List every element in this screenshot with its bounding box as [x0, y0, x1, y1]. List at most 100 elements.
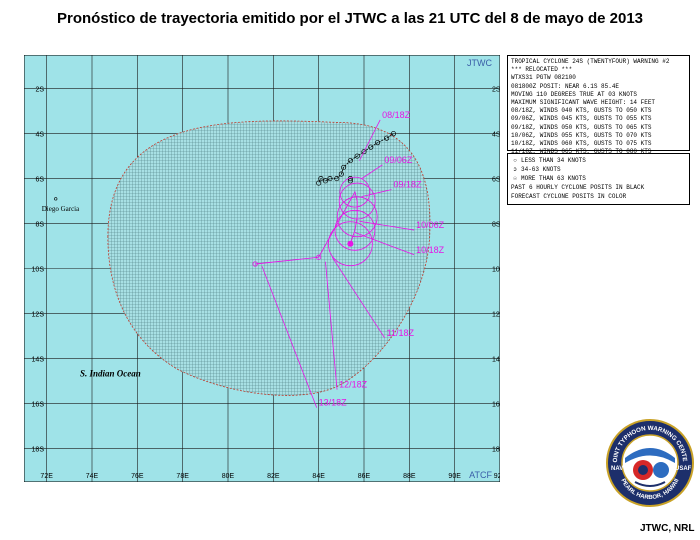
lat-label-left: 6S: [35, 177, 44, 184]
warning-line: MOVING 110 DEGREES TRUE AT 03 KNOTS: [511, 90, 638, 98]
legend-forecast-note: FORECAST CYCLONE POSITS IN COLOR: [511, 193, 627, 200]
warning-line: 09/18Z, WINDS 050 KTS, GUSTS TO 065 KTS: [511, 123, 652, 131]
forecast-time-label: 10/18Z: [416, 245, 445, 255]
past-position-marker: [384, 135, 390, 141]
lon-label: 88E: [403, 473, 416, 480]
seal-ring-left: NAVY: [611, 466, 627, 472]
lon-label: 72E: [40, 473, 53, 480]
current-position-marker: [347, 240, 354, 247]
forecast-leader-line: [359, 220, 415, 231]
seal-ring-right: USAF: [675, 466, 692, 472]
past-track-line: [318, 133, 394, 184]
lon-label: 86E: [358, 473, 371, 480]
lat-label-right: 8S: [492, 222, 500, 229]
lon-label: 74E: [86, 473, 99, 480]
warning-line: 10/18Z, WINDS 060 KTS, GUSTS TO 075 KTS: [511, 140, 652, 148]
lat-label-right: 4S: [492, 132, 500, 139]
legend-past-note: PAST 6 HOURLY CYCLONE POSITS IN BLACK: [511, 184, 645, 191]
map-title: Pronóstico de trayectoria emitido por el…: [56, 10, 644, 27]
forecast-leader-line: [359, 119, 381, 161]
past-position-marker: [338, 171, 344, 177]
warning-line: 10/06Z, WINDS 055 KTS, GUSTS TO 070 KTS: [511, 131, 652, 139]
danger-swath: [107, 120, 431, 396]
past-position-marker: [354, 153, 360, 159]
past-position-marker: [347, 158, 353, 164]
past-position-marker: [327, 176, 333, 182]
forecast-time-label: 12/18Z: [339, 380, 368, 390]
typhoon-icon: ☉: [513, 175, 517, 182]
corner-label-bottom: ATCF: [469, 470, 492, 480]
wind-radius-ring: [338, 182, 376, 220]
past-position-marker: [341, 164, 347, 170]
lat-label-left: 2S: [35, 87, 44, 94]
forecast-leader-line: [331, 257, 386, 339]
forecast-time-label: 09/06Z: [384, 155, 413, 165]
past-position-marker: [334, 176, 340, 182]
danger-area-shape: [107, 120, 431, 396]
forecast-time-label: 10/06Z: [416, 220, 445, 230]
forecast-track: 08/18Z 09/06Z 09/18Z 10/06Z 10/18Z 11/18Z 12/1…: [252, 110, 445, 408]
lon-label: 78E: [176, 473, 189, 480]
past-position-marker: [347, 178, 353, 184]
forecast-leader-line: [325, 261, 338, 390]
credit-text: JTWC, NRL: [640, 523, 695, 534]
jtwc-seal-logo: JOINT TYPHOON WARNING CENTER PEARL HARBO…: [605, 418, 694, 507]
warning-line: 11/18Z, WINDS 065 KTS, GUSTS TO 080 KTS: [511, 148, 652, 156]
lon-label: 92E: [494, 473, 500, 480]
past-position-marker: [361, 149, 367, 155]
warning-line: MAXIMUM SIGNIFICANT WAVE HEIGHT: 14 FEET: [511, 99, 656, 107]
legend-more-than: MORE THAN 63 KNOTS: [521, 175, 586, 182]
wind-radius-ring: [339, 176, 371, 208]
lat-label-right: 6S: [492, 177, 500, 184]
corner-label-top: JTWC: [467, 58, 492, 68]
lat-label-right: 14S: [492, 356, 500, 363]
forecast-track-line: [255, 190, 358, 265]
lat-label-left: 12S: [32, 311, 45, 318]
warning-line: TROPICAL CYCLONE 24S (TWENTYFOUR) WARNIN…: [511, 58, 670, 65]
past-position-marker: [316, 180, 322, 186]
lat-label-left: 16S: [32, 401, 45, 408]
lat-label-left: 14S: [32, 356, 45, 363]
place-label-ocean: S. Indian Ocean: [80, 368, 141, 378]
lat-label-left: 10S: [32, 267, 45, 274]
lat-label-right: 16S: [492, 401, 500, 408]
lat-label-left: 18S: [32, 446, 45, 453]
grid-labels: 2S 2S 4S 4S 6S 6S 8S 8S 10S 10S 12S 12S 14S 14S 16S 16S…: [32, 87, 500, 480]
legend-mid: 34-63 KNOTS: [521, 166, 561, 173]
lat-label-right: 2S: [492, 87, 500, 94]
forecast-leader-line: [261, 266, 318, 408]
forecast-leader-line: [361, 189, 392, 197]
past-position-marker: [318, 176, 324, 182]
legend-box: ○ LESS THAN 34 KNOTS ↄ 34-63 KNOTS ☉ MORE T…: [507, 153, 690, 205]
forecast-time-label: 09/18Z: [393, 180, 422, 190]
forecast-time-label: 11/18Z: [387, 328, 415, 338]
lat-label-right: 12S: [492, 311, 500, 318]
wind-radius-ring: [334, 209, 376, 251]
forecast-leader-line: [354, 232, 415, 256]
forecast-position-marker: [316, 254, 322, 260]
cyclone-track-map: 2S 2S 4S 4S 6S 6S 8S 8S 10S 10S 12S 12S 14S 14S 16S 16S…: [24, 55, 500, 482]
forecast-leader-line: [361, 164, 383, 179]
lon-label: 82E: [267, 473, 280, 480]
lat-label-left: 8S: [35, 222, 44, 229]
lat-label-right: 10S: [492, 267, 500, 274]
warning-line: 08/18Z, WINDS 040 KTS, GUSTS TO 050 KTS: [511, 107, 652, 115]
lon-label: 80E: [222, 473, 235, 480]
warning-info-box: TROPICAL CYCLONE 24S (TWENTYFOUR) WARNIN…: [507, 55, 690, 172]
wind-radius-ring: [336, 196, 378, 238]
warning-line: 09/06Z, WINDS 045 KTS, GUSTS TO 055 KTS: [511, 115, 652, 123]
forecast-time-label: 08/18Z: [382, 110, 411, 120]
warning-line: WTXS31 PGTW 082100: [511, 74, 576, 82]
lon-label: 76E: [131, 473, 144, 480]
forecast-position-marker: [252, 261, 258, 267]
past-track: [316, 131, 397, 186]
past-position-marker: [375, 140, 381, 146]
lon-label: 90E: [448, 473, 461, 480]
circle-icon: ○: [513, 157, 517, 164]
legend-less-than: LESS THAN 34 KNOTS: [521, 157, 586, 164]
past-position-marker: [322, 178, 329, 184]
wind-radius-ring: [327, 221, 373, 267]
place-label-diego-garcia: Diego Garcia: [42, 205, 80, 213]
lat-label-right: 18S: [492, 446, 500, 453]
past-position-marker: [368, 144, 374, 150]
